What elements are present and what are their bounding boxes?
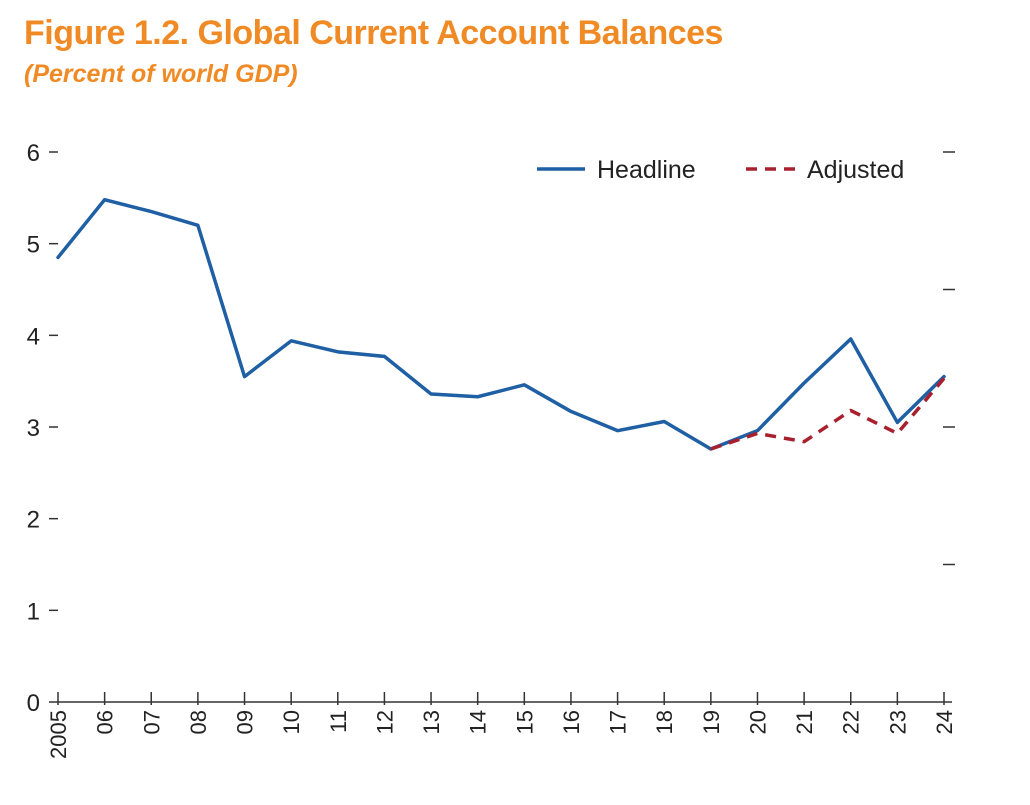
x-tick-label: 13	[419, 710, 444, 734]
x-tick-label: 10	[279, 710, 304, 734]
x-tick-label: 08	[186, 710, 211, 734]
y-tick-label: 1	[27, 598, 40, 625]
x-tick-label: 20	[745, 710, 770, 734]
y-tick-label: 4	[27, 323, 40, 350]
x-tick-label: 23	[885, 710, 910, 734]
x-tick-label: 07	[139, 710, 164, 734]
y-axis-ticks: 0 1 2 3 4 5 6	[27, 140, 58, 717]
x-tick-label: 16	[559, 710, 584, 734]
chart-title: Figure 1.2. Global Current Account Balan…	[24, 14, 723, 52]
y-tick-label: 3	[27, 415, 40, 442]
x-axis-ticks: 2005 06 07 08 09 10 11 12 13 14 15 16 17 18 19 20 21 22 23…	[46, 692, 957, 759]
right-axis-ticks	[943, 151, 955, 566]
x-tick-label: 21	[792, 710, 817, 734]
x-tick-label: 11	[326, 710, 351, 733]
y-tick-label: 5	[27, 232, 40, 259]
x-tick-label: 09	[233, 710, 258, 734]
x-tick-label: 18	[652, 710, 677, 734]
legend-label-headline: Headline	[597, 156, 696, 184]
x-tick-label: 15	[512, 710, 537, 734]
series-line-adjusted	[710, 377, 946, 451]
y-tick-label: 2	[27, 507, 40, 534]
x-tick-label: 12	[372, 710, 397, 734]
series-line-headline	[56, 197, 946, 451]
x-tick-label: 19	[699, 710, 724, 734]
chart-subtitle: (Percent of world GDP)	[24, 60, 298, 88]
x-tick-label: 2005	[46, 710, 71, 759]
y-tick-label: 6	[27, 140, 40, 167]
y-tick-label: 0	[27, 690, 40, 717]
x-tick-label: 24	[932, 710, 957, 734]
chart-series	[56, 197, 946, 451]
legend-label-adjusted: Adjusted	[807, 156, 904, 184]
chart-legend: Headline Adjusted	[537, 156, 904, 184]
x-tick-label: 22	[839, 710, 864, 734]
x-tick-label: 14	[466, 710, 491, 734]
x-tick-label: 06	[93, 710, 118, 734]
x-tick-label: 17	[606, 710, 631, 734]
